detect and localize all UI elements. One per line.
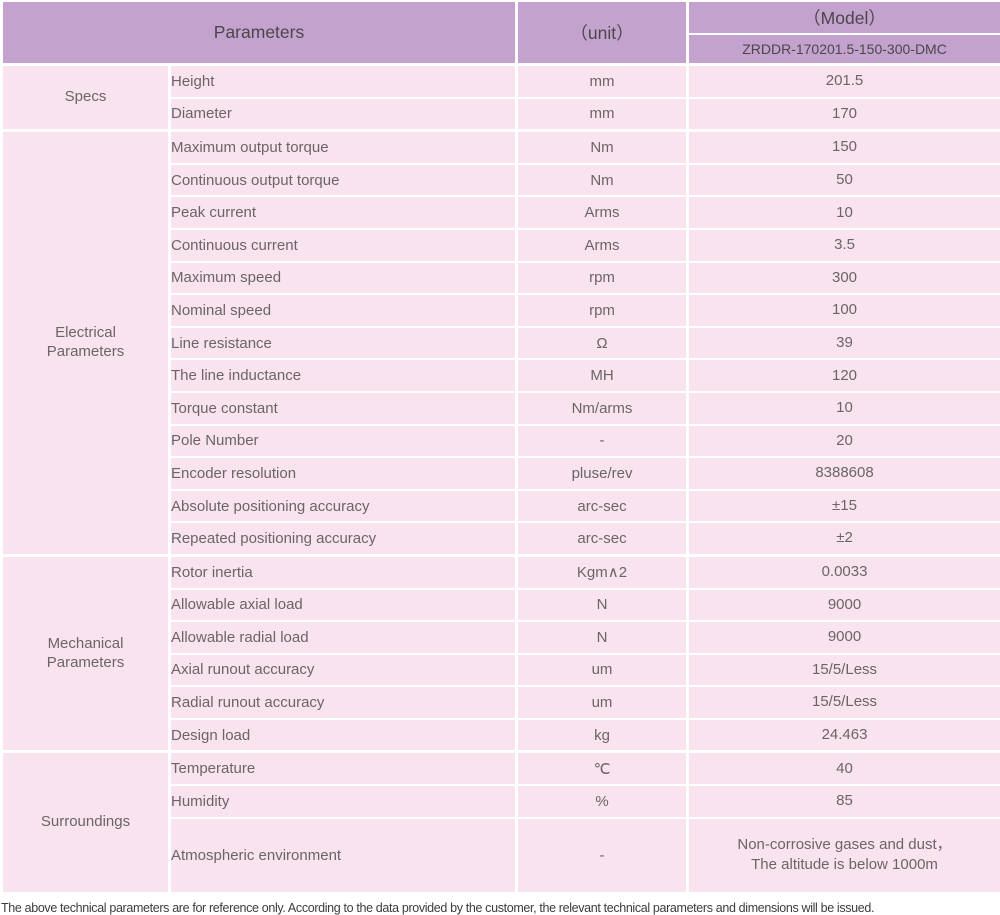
value-cell: 3.5 (688, 229, 1000, 262)
unit-cell: mm (517, 98, 688, 131)
value-cell: 9000 (688, 589, 1000, 622)
parameter-name-cell: Maximum speed (170, 262, 517, 295)
value-cell: Non-corrosive gases and dust， The altitu… (688, 818, 1000, 893)
value-cell: 10 (688, 196, 1000, 229)
unit-cell: rpm (517, 294, 688, 327)
value-cell: 10 (688, 392, 1000, 425)
value-cell: 20 (688, 425, 1000, 458)
value-cell: ±2 (688, 522, 1000, 555)
unit-cell: ℃ (517, 752, 688, 785)
parameter-name-cell: Atmospheric environment (170, 818, 517, 893)
parameter-name-cell: Line resistance (170, 327, 517, 360)
parameter-name-cell: Repeated positioning accuracy (170, 522, 517, 555)
unit-cell: Arms (517, 229, 688, 262)
parameter-name-cell: Axial runout accuracy (170, 654, 517, 687)
parameter-name-cell: Peak current (170, 196, 517, 229)
section-label: Surroundings (2, 752, 170, 893)
parameter-name-cell: Allowable axial load (170, 589, 517, 622)
value-cell: 15/5/Less (688, 686, 1000, 719)
unit-cell: kg (517, 719, 688, 752)
value-cell: 201.5 (688, 65, 1000, 98)
spec-table: Parameters （unit） （Model） ZRDDR-170201.5… (0, 0, 1000, 894)
parameter-name-cell: Absolute positioning accuracy (170, 490, 517, 523)
value-cell: 300 (688, 262, 1000, 295)
unit-cell: rpm (517, 262, 688, 295)
value-cell: 9000 (688, 621, 1000, 654)
value-cell: 150 (688, 131, 1000, 164)
parameter-name-cell: Rotor inertia (170, 555, 517, 588)
parameter-name-cell: Diameter (170, 98, 517, 131)
unit-cell: MH (517, 359, 688, 392)
header-parameters-label: Parameters (2, 1, 517, 65)
parameter-name-cell: Torque constant (170, 392, 517, 425)
value-cell: 8388608 (688, 457, 1000, 490)
value-cell: 85 (688, 785, 1000, 818)
unit-cell: - (517, 425, 688, 458)
parameter-name-cell: Temperature (170, 752, 517, 785)
parameter-name-cell: Radial runout accuracy (170, 686, 517, 719)
unit-cell: arc-sec (517, 522, 688, 555)
value-cell: 40 (688, 752, 1000, 785)
value-cell: 15/5/Less (688, 654, 1000, 687)
section-label: Electrical Parameters (2, 131, 170, 556)
unit-cell: um (517, 654, 688, 687)
unit-cell: um (517, 686, 688, 719)
header-model-label: （Model） (688, 1, 1000, 34)
header-model-value: ZRDDR-170201.5-150-300-DMC (688, 34, 1000, 65)
unit-cell: - (517, 818, 688, 893)
unit-cell: Arms (517, 196, 688, 229)
parameter-name-cell: Height (170, 65, 517, 98)
value-cell: ±15 (688, 490, 1000, 523)
value-cell: 24.463 (688, 719, 1000, 752)
unit-cell: % (517, 785, 688, 818)
unit-cell: N (517, 621, 688, 654)
parameter-name-cell: Humidity (170, 785, 517, 818)
table-header-row: Parameters （unit） （Model） (2, 1, 1000, 34)
parameter-name-cell: Encoder resolution (170, 457, 517, 490)
parameter-name-cell: Pole Number (170, 425, 517, 458)
parameter-name-cell: Nominal speed (170, 294, 517, 327)
unit-cell: Kgm∧2 (517, 555, 688, 588)
section-label: Mechanical Parameters (2, 555, 170, 752)
unit-cell: mm (517, 65, 688, 98)
value-cell: 170 (688, 98, 1000, 131)
value-cell: 100 (688, 294, 1000, 327)
value-cell: 0.0033 (688, 555, 1000, 588)
parameter-name-cell: Allowable radial load (170, 621, 517, 654)
parameter-name-cell: Design load (170, 719, 517, 752)
value-cell: 120 (688, 359, 1000, 392)
table-header: Parameters （unit） （Model） ZRDDR-170201.5… (2, 1, 1000, 65)
parameter-name-cell: Continuous current (170, 229, 517, 262)
unit-cell: N (517, 589, 688, 622)
unit-cell: pluse/rev (517, 457, 688, 490)
parameter-name-cell: Maximum output torque (170, 131, 517, 164)
parameter-name-cell: Continuous output torque (170, 164, 517, 197)
unit-cell: Nm (517, 164, 688, 197)
footnote-text: The above technical parameters are for r… (0, 901, 1000, 915)
value-cell: 39 (688, 327, 1000, 360)
section-label: Specs (2, 65, 170, 131)
unit-cell: Ω (517, 327, 688, 360)
unit-cell: Nm (517, 131, 688, 164)
header-unit-label: （unit） (517, 1, 688, 65)
unit-cell: Nm/arms (517, 392, 688, 425)
value-cell: 50 (688, 164, 1000, 197)
parameter-name-cell: The line inductance (170, 359, 517, 392)
unit-cell: arc-sec (517, 490, 688, 523)
